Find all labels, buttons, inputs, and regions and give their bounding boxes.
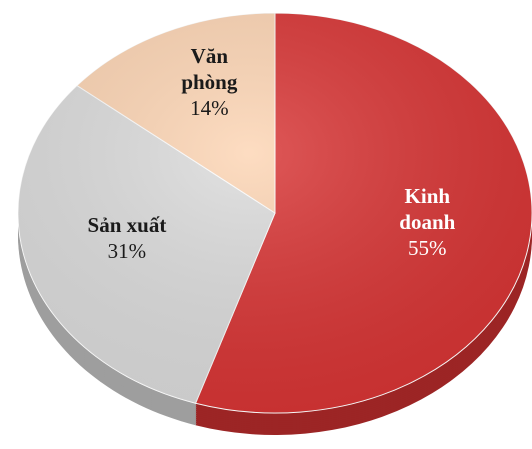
category-label: Văn phòng	[181, 43, 238, 94]
category-label: Kinh doanh	[399, 183, 456, 234]
slice-label: Kinh doanh 55%	[379, 183, 475, 261]
value-label: 55%	[408, 235, 447, 260]
value-label: 14%	[190, 95, 229, 120]
category-label: Sản xuất	[87, 212, 167, 237]
slice-label: Sản xuất 31%	[79, 212, 175, 264]
slice-label: Văn phòng 14%	[161, 43, 257, 121]
value-label: 31%	[107, 238, 147, 263]
